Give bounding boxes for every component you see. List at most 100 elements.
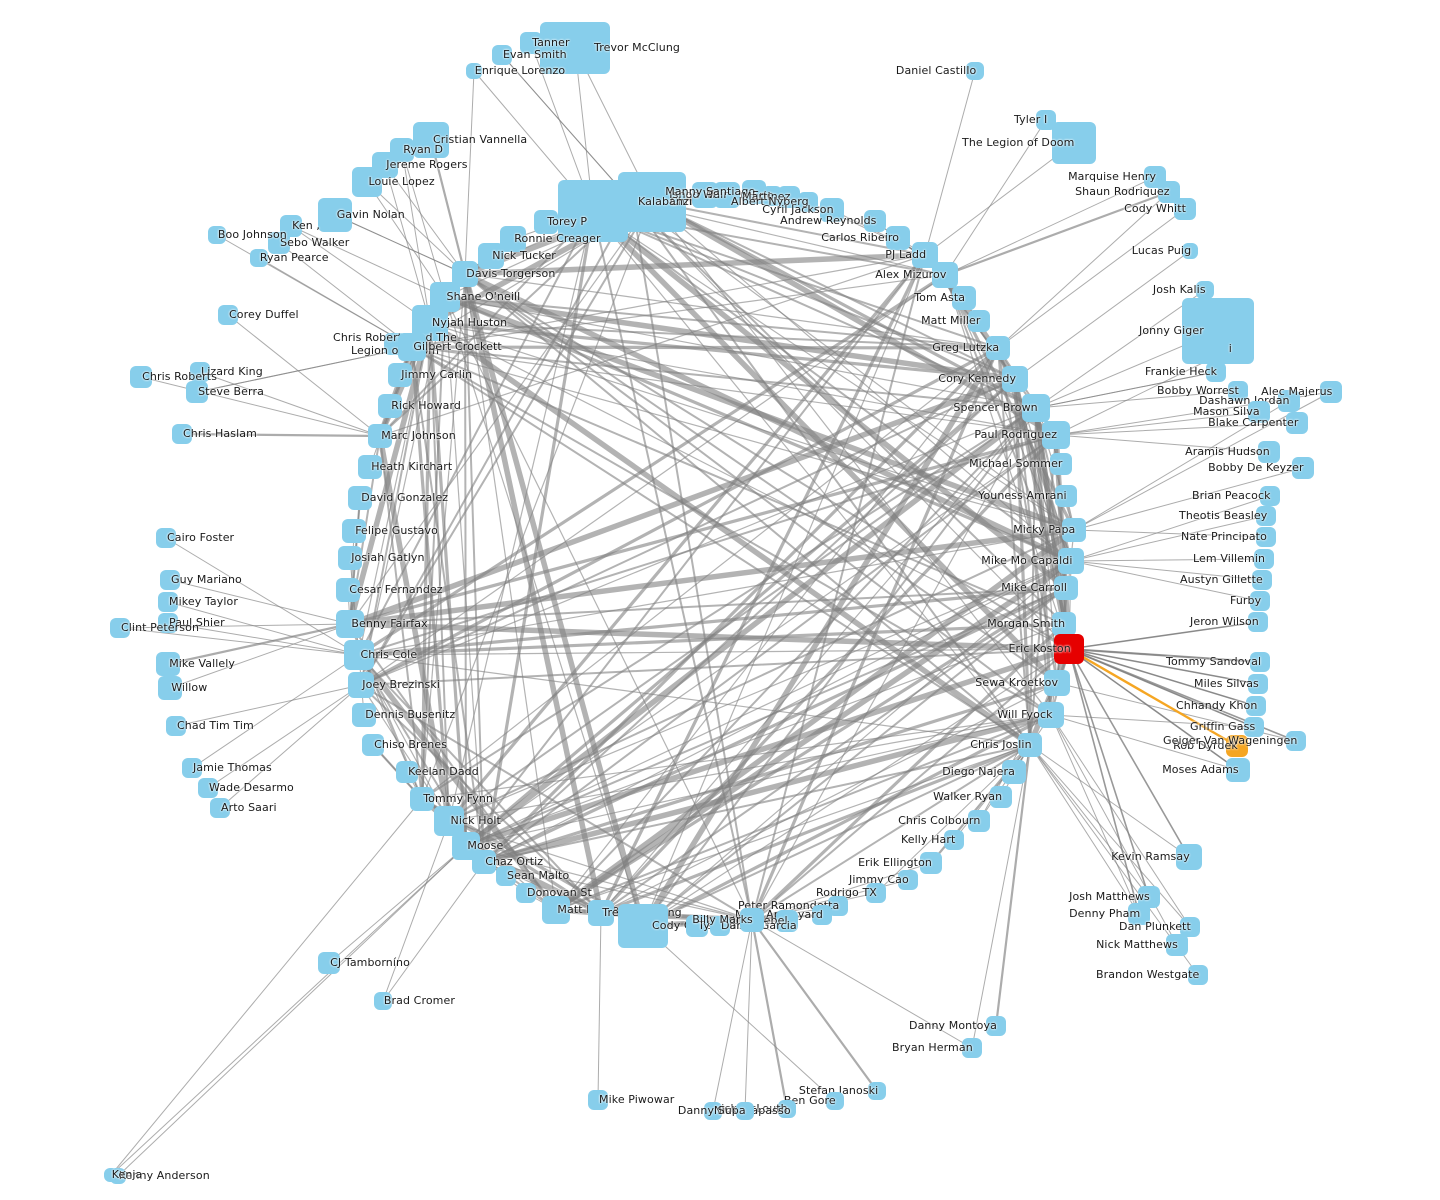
graph-node[interactable] xyxy=(1166,934,1188,956)
graph-node[interactable] xyxy=(1038,702,1064,728)
graph-node[interactable] xyxy=(158,676,182,700)
graph-node[interactable] xyxy=(1054,634,1084,664)
graph-node[interactable] xyxy=(932,262,958,288)
graph-node[interactable] xyxy=(762,186,782,206)
graph-node[interactable] xyxy=(534,210,558,234)
graph-node[interactable] xyxy=(318,952,340,974)
graph-node[interactable] xyxy=(1260,486,1280,506)
graph-node[interactable] xyxy=(1246,696,1266,716)
graph-node[interactable] xyxy=(1226,735,1248,757)
graph-node[interactable] xyxy=(336,610,364,638)
graph-node[interactable] xyxy=(1320,381,1342,403)
graph-node[interactable] xyxy=(1002,366,1028,392)
graph-node[interactable] xyxy=(1286,731,1306,751)
graph-node[interactable] xyxy=(1058,548,1084,574)
graph-node[interactable] xyxy=(492,45,512,65)
graph-node[interactable] xyxy=(362,734,384,756)
graph-node[interactable] xyxy=(344,640,374,670)
graph-node[interactable] xyxy=(190,362,210,382)
graph-node[interactable] xyxy=(1224,342,1238,356)
graph-node[interactable] xyxy=(898,870,918,890)
graph-node[interactable] xyxy=(1128,903,1150,925)
graph-node[interactable] xyxy=(986,1016,1006,1036)
graph-node[interactable] xyxy=(588,900,614,926)
graph-node[interactable] xyxy=(1292,457,1314,479)
graph-node[interactable] xyxy=(1052,122,1096,164)
graph-node[interactable] xyxy=(198,778,218,798)
graph-node[interactable] xyxy=(1250,591,1270,611)
graph-node[interactable] xyxy=(186,381,208,403)
graph-node[interactable] xyxy=(710,916,730,936)
graph-node[interactable] xyxy=(1054,576,1078,600)
graph-node[interactable] xyxy=(166,716,186,736)
graph-node[interactable] xyxy=(1018,733,1042,757)
graph-node[interactable] xyxy=(182,758,202,778)
graph-node[interactable] xyxy=(318,198,352,232)
graph-node[interactable] xyxy=(496,866,516,886)
graph-node[interactable] xyxy=(736,1102,754,1120)
graph-node[interactable] xyxy=(986,336,1010,360)
graph-node[interactable] xyxy=(1180,917,1200,937)
graph-node[interactable] xyxy=(352,167,382,197)
graph-node[interactable] xyxy=(868,1082,886,1100)
graph-node[interactable] xyxy=(413,122,449,158)
graph-node[interactable] xyxy=(828,896,848,916)
graph-node[interactable] xyxy=(1036,110,1056,130)
graph-node[interactable] xyxy=(826,1092,844,1110)
graph-node[interactable] xyxy=(342,519,366,543)
graph-node[interactable] xyxy=(1226,758,1250,782)
graph-node[interactable] xyxy=(1182,243,1198,259)
graph-node[interactable] xyxy=(374,992,392,1010)
graph-node[interactable] xyxy=(1138,886,1160,908)
graph-node[interactable] xyxy=(1174,198,1196,220)
graph-node[interactable] xyxy=(410,787,434,811)
graph-node[interactable] xyxy=(434,806,464,836)
graph-node[interactable] xyxy=(1052,612,1076,636)
graph-node[interactable] xyxy=(1248,674,1268,694)
graph-node[interactable] xyxy=(158,592,178,612)
graph-node[interactable] xyxy=(1250,652,1270,672)
graph-node[interactable] xyxy=(692,182,718,208)
graph-node[interactable] xyxy=(866,883,886,903)
graph-node[interactable] xyxy=(542,896,570,924)
graph-node[interactable] xyxy=(812,905,832,925)
graph-node[interactable] xyxy=(1002,760,1026,784)
graph-node[interactable] xyxy=(962,1038,982,1058)
graph-node[interactable] xyxy=(820,198,844,222)
graph-node[interactable] xyxy=(1256,527,1276,547)
graph-node[interactable] xyxy=(952,286,976,310)
graph-node[interactable] xyxy=(210,798,230,818)
graph-node[interactable] xyxy=(1258,441,1280,463)
graph-node[interactable] xyxy=(1050,453,1072,475)
graph-node[interactable] xyxy=(968,310,990,332)
graph-node[interactable] xyxy=(1228,381,1248,401)
graph-node[interactable] xyxy=(1286,412,1308,434)
graph-node[interactable] xyxy=(280,215,302,237)
graph-node[interactable] xyxy=(466,63,482,79)
graph-node[interactable] xyxy=(1055,485,1077,507)
graph-node[interactable] xyxy=(714,182,740,208)
graph-node[interactable] xyxy=(1022,394,1050,422)
graph-node[interactable] xyxy=(110,618,130,638)
graph-node[interactable] xyxy=(1254,549,1274,569)
graph-node[interactable] xyxy=(610,180,654,224)
graph-node[interactable] xyxy=(338,546,362,570)
graph-node[interactable] xyxy=(156,652,180,676)
graph-node[interactable] xyxy=(618,904,668,948)
graph-node[interactable] xyxy=(740,908,764,932)
graph-node[interactable] xyxy=(1278,390,1300,412)
graph-node[interactable] xyxy=(588,1090,608,1110)
graph-node[interactable] xyxy=(778,186,800,208)
graph-node[interactable] xyxy=(172,424,192,444)
graph-node[interactable] xyxy=(1176,844,1202,870)
graph-node[interactable] xyxy=(520,32,542,54)
graph-node[interactable] xyxy=(156,528,176,548)
graph-node[interactable] xyxy=(1188,965,1208,985)
graph-node[interactable] xyxy=(1248,612,1268,632)
graph-node[interactable] xyxy=(1044,670,1070,696)
graph-node[interactable] xyxy=(1256,506,1276,526)
graph-node[interactable] xyxy=(268,232,290,254)
graph-node[interactable] xyxy=(1244,717,1264,737)
graph-node[interactable] xyxy=(1182,298,1254,364)
